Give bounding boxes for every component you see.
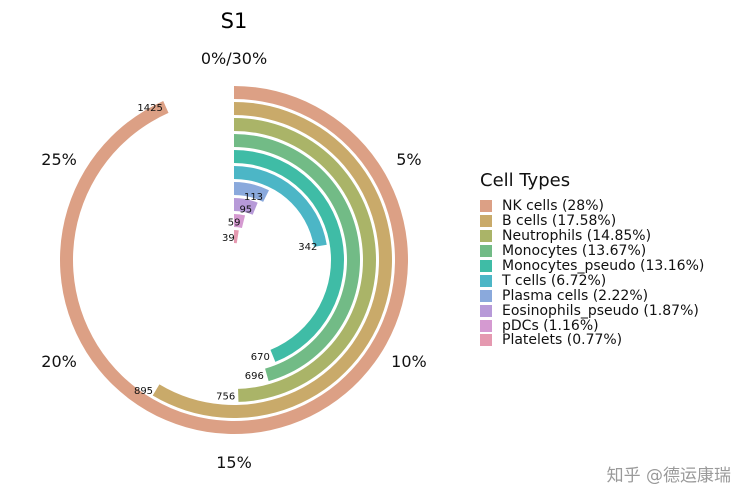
legend-item: Platelets (0.77%) bbox=[480, 333, 704, 348]
angle-tick-label: 20% bbox=[41, 352, 77, 371]
legend-swatch bbox=[480, 260, 492, 272]
legend-swatch bbox=[480, 289, 492, 302]
legend-swatch bbox=[480, 230, 492, 243]
legend-item: pDCs (1.16%) bbox=[480, 318, 704, 333]
bar-platelets bbox=[234, 230, 239, 244]
bar-value-label: 59 bbox=[228, 218, 241, 229]
legend-swatch bbox=[480, 334, 492, 347]
legend-swatch bbox=[480, 274, 492, 287]
bar-value-label: 696 bbox=[245, 371, 264, 382]
legend-swatch bbox=[480, 245, 492, 258]
bar-value-label: 756 bbox=[216, 391, 235, 402]
legend-title: Cell Types bbox=[480, 170, 571, 191]
bar-value-label: 670 bbox=[251, 352, 270, 363]
legend-item: Plasma cells (2.22%) bbox=[480, 288, 704, 303]
legend-label: Neutrophils (14.85%) bbox=[502, 228, 652, 245]
bar-t-cells bbox=[234, 166, 327, 247]
angle-tick-label: 5% bbox=[396, 150, 421, 169]
angle-tick-labels: 0%/30% 5% 10% 15% 20% 25% bbox=[41, 49, 426, 472]
bar-value-label: 39 bbox=[222, 233, 235, 244]
legend-label: Monocytes_pseudo (13.16%) bbox=[502, 258, 705, 274]
angle-tick-label: 10% bbox=[391, 352, 427, 371]
legend-swatch bbox=[480, 215, 492, 228]
legend-swatch bbox=[480, 319, 492, 332]
legend-label: Eosinophils_pseudo (1.87%) bbox=[502, 302, 699, 319]
legend-item: NK cells (28%) bbox=[480, 199, 704, 214]
legend-label: NK cells (28%) bbox=[502, 198, 604, 215]
legend-swatch bbox=[480, 200, 492, 213]
legend-item: Monocytes (13.67%) bbox=[480, 244, 704, 259]
bars-group bbox=[59, 86, 408, 434]
chart-title: S1 bbox=[221, 9, 248, 33]
bar-value-label: 342 bbox=[298, 242, 317, 253]
legend-label: B cells (17.58%) bbox=[502, 213, 617, 230]
legend-label: Plasma cells (2.22%) bbox=[502, 287, 649, 304]
legend-label: Platelets (0.77%) bbox=[502, 332, 623, 349]
legend-items: NK cells (28%) B cells (17.58%) Neutrophil… bbox=[480, 199, 704, 348]
bar-plasma-cells bbox=[234, 182, 269, 202]
bar-monocytes-pseudo bbox=[234, 150, 344, 362]
angle-tick-label: 15% bbox=[216, 453, 252, 472]
legend-label: Monocytes (13.67%) bbox=[502, 243, 647, 260]
angle-tick-label: 25% bbox=[41, 150, 77, 169]
bar-eosinophils-pseudo bbox=[234, 198, 258, 215]
bar-value-label: 895 bbox=[134, 386, 153, 397]
bar-value-label: 113 bbox=[244, 192, 263, 203]
legend-item: Neutrophils (14.85%) bbox=[480, 229, 704, 244]
legend-item: T cells (6.72%) bbox=[480, 273, 704, 288]
legend-item: Monocytes_pseudo (13.16%) bbox=[480, 259, 704, 274]
bar-value-label: 95 bbox=[239, 205, 252, 216]
watermark-text: 知乎 @德运康瑞 bbox=[606, 466, 731, 486]
legend: Cell Types NK cells (28%) B cells (17.58%… bbox=[480, 170, 704, 348]
bar-value-labels: 1425 895 756 696 670 342 113 95 59 39 bbox=[134, 103, 317, 402]
legend-item: Eosinophils_pseudo (1.87%) bbox=[480, 303, 704, 318]
legend-label: T cells (6.72%) bbox=[502, 272, 607, 289]
legend-swatch bbox=[480, 304, 492, 317]
legend-item: B cells (17.58%) bbox=[480, 214, 704, 229]
legend-label: pDCs (1.16%) bbox=[502, 317, 599, 334]
bar-value-label: 1425 bbox=[137, 103, 162, 114]
angle-tick-label: 0%/30% bbox=[201, 49, 267, 68]
bar-monocytes bbox=[234, 134, 361, 382]
bar-pdcs bbox=[234, 214, 246, 228]
